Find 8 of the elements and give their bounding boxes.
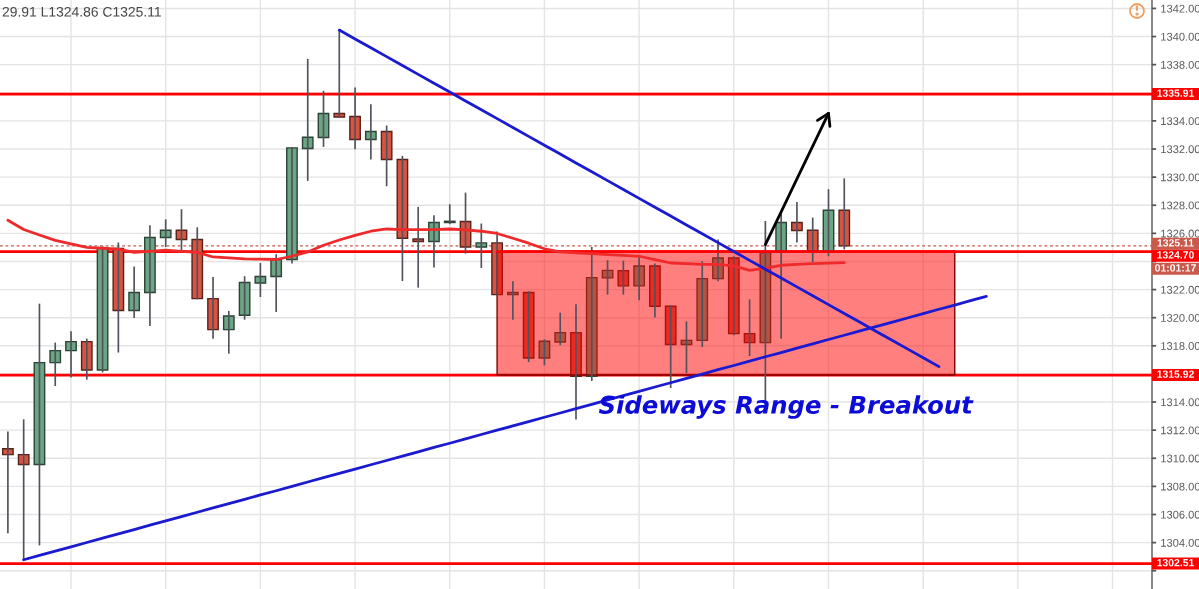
ref-line-label: 1335.91 — [1157, 89, 1195, 97]
ref-line-label: 1302.51 — [1157, 558, 1195, 567]
text: 01:01:17 — [1155, 264, 1196, 272]
ref-line-label: 1315.92 — [1157, 370, 1194, 378]
ref-line-label: 1324.70 — [1157, 251, 1194, 259]
ref-line-label: 1325.11 — [1157, 239, 1194, 247]
annotation: 29.91 L1324.86 C1325.11 — [2, 6, 161, 17]
annotation: Sideways Range - Breakout — [598, 395, 974, 419]
